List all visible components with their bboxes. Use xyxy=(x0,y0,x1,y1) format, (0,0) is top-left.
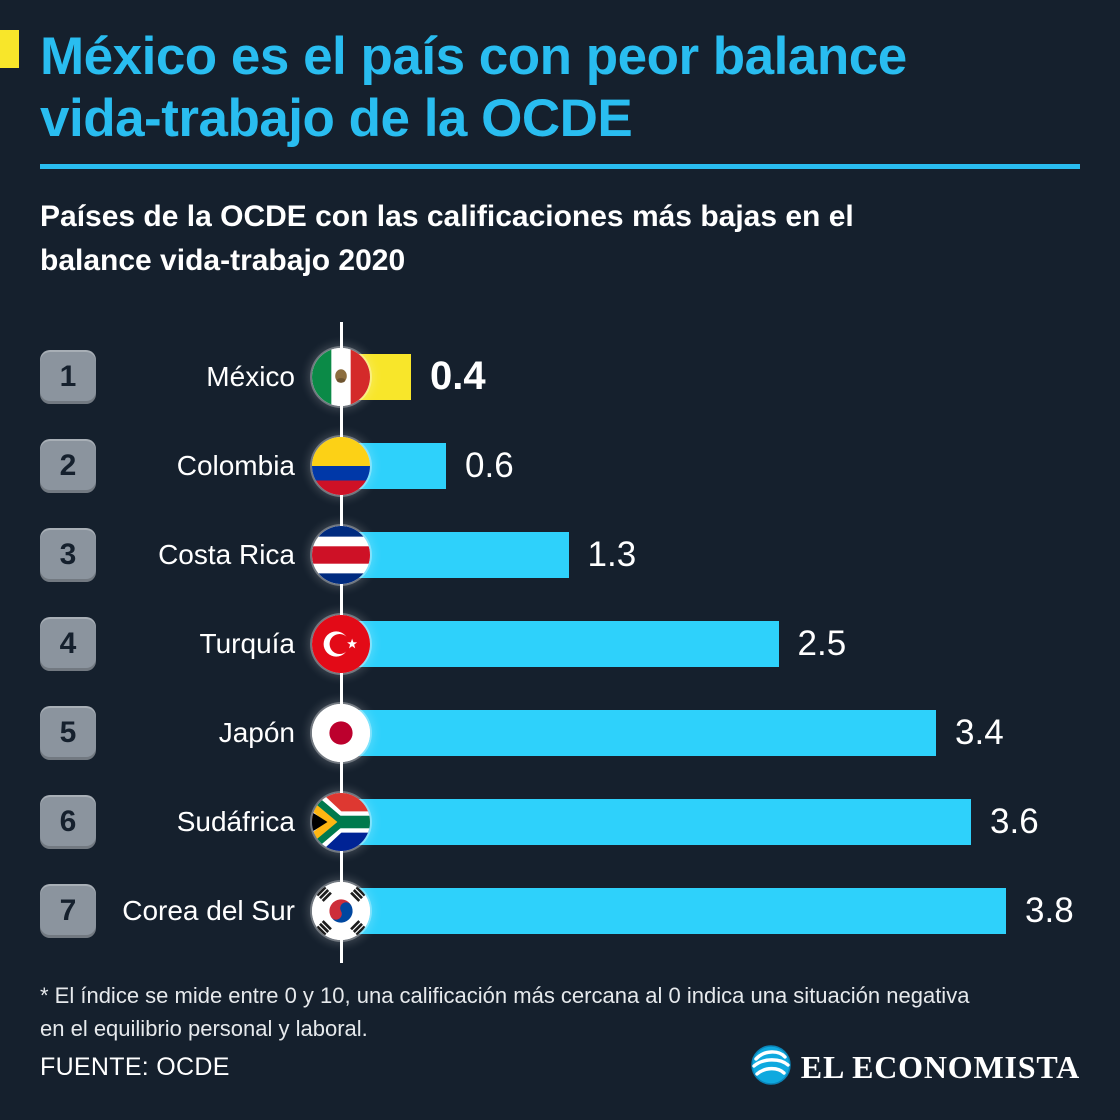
value-label: 3.4 xyxy=(955,712,1004,752)
brand-name: EL ECONOMISTA xyxy=(800,1049,1080,1085)
bar-zone: 0.6 xyxy=(312,421,1120,510)
value-label: 3.6 xyxy=(990,801,1039,841)
bar-zone: 3.8 xyxy=(312,866,1120,955)
bar-zone: 0.4 xyxy=(312,332,1120,421)
rank-badge: 7 xyxy=(40,883,96,938)
rank-badge: 1 xyxy=(40,349,96,404)
flag-mexico-icon xyxy=(312,347,370,406)
value-label: 1.3 xyxy=(587,534,637,574)
value-bar xyxy=(341,620,779,667)
bar-zone: 3.6 xyxy=(312,777,1120,866)
rank-number: 6 xyxy=(59,804,77,838)
chart-row: 7 Corea del Sur 3.8 xyxy=(0,866,1120,955)
rank-number: 4 xyxy=(59,626,77,660)
bar-zone: 2.5 xyxy=(312,599,1120,688)
rank-number: 7 xyxy=(59,893,77,927)
value-bar xyxy=(341,887,1006,934)
value-label: 0.6 xyxy=(465,445,514,485)
flag-japan-icon xyxy=(312,703,370,762)
rank-number: 1 xyxy=(59,359,77,393)
rank-badge: 5 xyxy=(40,705,96,760)
rank-number: 5 xyxy=(59,715,77,749)
flag-turkey-icon xyxy=(312,614,370,673)
country-label: Turquía xyxy=(199,627,295,659)
source-row: FUENTE: OCDE EL ECONOMISTA xyxy=(40,1045,1080,1090)
value-bar xyxy=(341,531,569,578)
country-label: Costa Rica xyxy=(158,538,295,570)
flag-costa-rica-icon xyxy=(312,525,370,584)
chart-row: 6 Sudáfrica 3.6 xyxy=(0,777,1120,866)
rank-badge: 3 xyxy=(40,527,96,582)
rank-number: 3 xyxy=(59,537,77,571)
footnote: * El índice se mide entre 0 y 10, una ca… xyxy=(40,983,970,1041)
chart-subtitle: Países de la OCDE con las calificaciones… xyxy=(40,200,854,277)
country-label: Colombia xyxy=(176,449,295,481)
value-label: 0.4 xyxy=(430,354,486,398)
bar-chart: 1 México 0.4 2 Colombia 0.6 3 Costa Rica… xyxy=(0,322,1120,963)
el-economista-icon xyxy=(751,1045,791,1090)
rank-badge: 6 xyxy=(40,794,96,849)
country-label: Sudáfrica xyxy=(176,805,295,837)
flag-colombia-icon xyxy=(312,436,370,495)
rank-badge: 4 xyxy=(40,616,96,671)
country-label: Japón xyxy=(218,716,295,748)
flag-south-africa-icon xyxy=(312,792,370,851)
accent-block xyxy=(0,30,19,68)
chart-row: 4 Turquía 2.5 xyxy=(0,599,1120,688)
value-label: 3.8 xyxy=(1025,890,1074,930)
country-label: Corea del Sur xyxy=(122,894,295,926)
brand-logo: EL ECONOMISTA xyxy=(751,1045,1080,1090)
value-bar xyxy=(341,798,971,845)
chart-row: 3 Costa Rica 1.3 xyxy=(0,510,1120,599)
chart-row: 1 México 0.4 xyxy=(0,332,1120,421)
chart-row: 5 Japón 3.4 xyxy=(0,688,1120,777)
title-divider xyxy=(40,164,1080,169)
value-bar xyxy=(341,709,936,756)
rank-number: 2 xyxy=(59,448,77,482)
source-label: FUENTE: OCDE xyxy=(40,1053,230,1081)
chart-row: 2 Colombia 0.6 xyxy=(0,421,1120,510)
bar-zone: 1.3 xyxy=(312,510,1120,599)
value-label: 2.5 xyxy=(797,623,847,663)
page-title: México es el país con peor balance vida-t… xyxy=(40,27,907,148)
rank-badge: 2 xyxy=(40,438,96,493)
flag-south-korea-icon xyxy=(312,881,370,940)
bar-zone: 3.4 xyxy=(312,688,1120,777)
country-label: México xyxy=(206,360,295,392)
